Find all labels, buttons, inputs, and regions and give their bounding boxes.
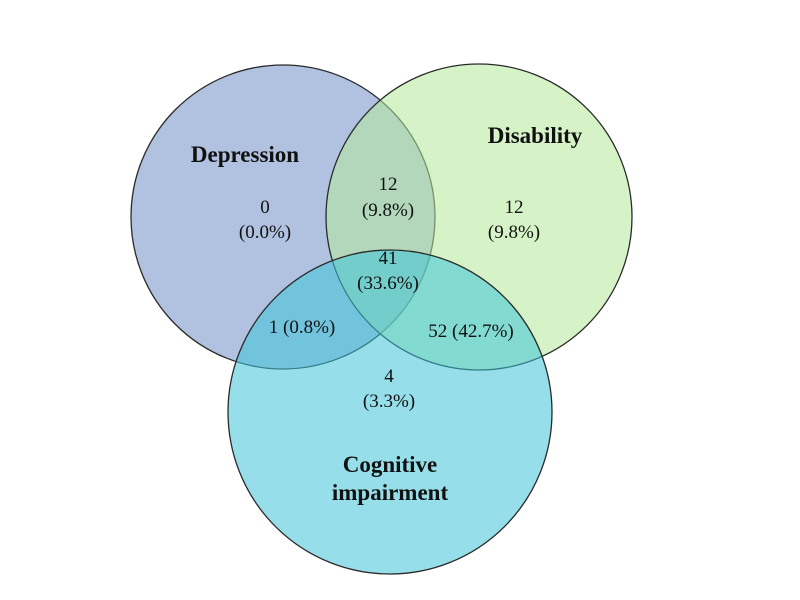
cognitive-only-percent: (3.3%) [363, 391, 415, 412]
depression-label: Depression [191, 142, 299, 167]
disability-only-percent: (9.8%) [488, 222, 540, 243]
depression-disability-percent: (9.8%) [362, 200, 414, 221]
cognitive-impairment-label-line1: Cognitive [343, 452, 438, 477]
disability-only-count: 12 [505, 197, 524, 218]
cognitive-only-count: 4 [384, 366, 394, 387]
depression-cognitive-text: 1 (0.8%) [269, 317, 335, 338]
all-three-percent: (33.6%) [357, 273, 419, 294]
disability-cognitive-text: 52 (42.7%) [428, 321, 513, 342]
depression-disability-count: 12 [379, 174, 398, 195]
all-three-count: 41 [379, 248, 398, 269]
depression-only-percent: (0.0%) [239, 222, 291, 243]
cognitive-impairment-label-line2: impairment [332, 480, 449, 505]
disability-label: Disability [488, 123, 583, 148]
depression-only-count: 0 [260, 197, 270, 218]
cognitive-impairment-circle [227, 249, 553, 575]
